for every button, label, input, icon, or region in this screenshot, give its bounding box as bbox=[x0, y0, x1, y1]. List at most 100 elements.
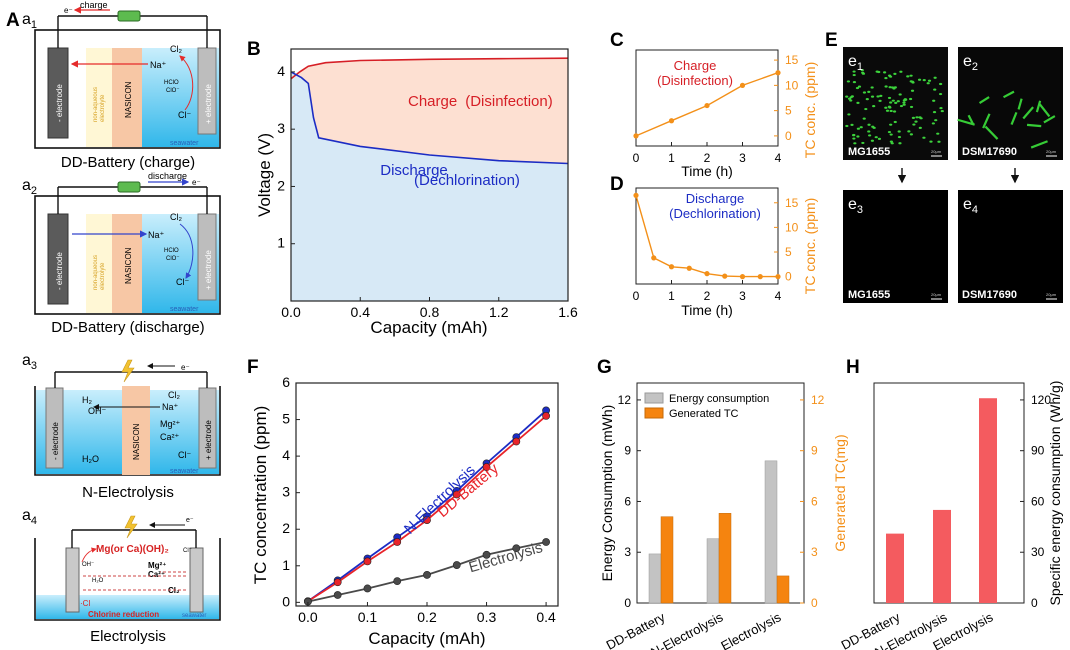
x-tick-label: 4 bbox=[775, 289, 782, 303]
svg-text:non-aqueous: non-aqueous bbox=[93, 255, 99, 290]
svg-text:HClO: HClO bbox=[164, 248, 179, 254]
bacteria-spot bbox=[885, 109, 890, 112]
bacteria-spot bbox=[940, 109, 944, 113]
y-tick-label: 3 bbox=[624, 545, 631, 559]
bacteria-spot bbox=[884, 85, 888, 88]
bacteria-spot bbox=[870, 139, 875, 142]
bacteria-spot bbox=[888, 86, 892, 89]
bacteria-spot bbox=[931, 122, 935, 125]
lightning-icon bbox=[121, 359, 135, 383]
bacteria-spot bbox=[856, 135, 860, 138]
svg-text:e⁻: e⁻ bbox=[192, 178, 201, 187]
svg-text:Mg²⁺: Mg²⁺ bbox=[160, 419, 180, 429]
svg-text:Cl₂: Cl₂ bbox=[170, 44, 182, 54]
f-point bbox=[482, 550, 491, 559]
data-point bbox=[757, 274, 763, 280]
bacteria-spot bbox=[852, 134, 856, 137]
bacteria-spot bbox=[856, 127, 860, 130]
bacteria-spot bbox=[936, 132, 940, 135]
g-bar-tc bbox=[718, 513, 732, 604]
bacteria-spot bbox=[933, 76, 937, 79]
y-tick-label: 0 bbox=[1031, 596, 1038, 610]
bacteria-spot bbox=[892, 87, 896, 90]
svg-text:e⁻: e⁻ bbox=[64, 6, 73, 15]
bacteria-rod bbox=[1038, 103, 1051, 118]
svg-text:OH⁻: OH⁻ bbox=[88, 406, 107, 416]
b-discharge-fill bbox=[291, 71, 568, 302]
data-point bbox=[668, 118, 675, 124]
e3-scale: 20μm bbox=[931, 292, 942, 297]
bacteria-spot bbox=[887, 105, 891, 108]
bacteria-spot bbox=[890, 142, 894, 145]
g-legend-tc: Generated TC bbox=[669, 408, 739, 420]
bacteria-spot bbox=[908, 97, 913, 101]
g-ylabel: Energy Consumption (mWh) bbox=[599, 405, 615, 582]
data-point bbox=[775, 70, 781, 76]
svg-text:+ electrode: + electrode bbox=[204, 84, 213, 124]
micrograph-grid: e1 e2 e3 e4 MG1655 DSM17690 MG1655 DSM17… bbox=[843, 47, 1063, 303]
svg-text:ClO⁻: ClO⁻ bbox=[166, 256, 180, 262]
y-tick-label: 10 bbox=[785, 78, 799, 92]
bacteria-spot bbox=[877, 70, 881, 74]
x-tick-label: 0.1 bbox=[358, 609, 378, 625]
bacteria-spot bbox=[918, 126, 922, 129]
svg-text:HClO: HClO bbox=[164, 80, 179, 86]
bacteria-rod bbox=[967, 114, 975, 125]
bacteria-spot bbox=[903, 98, 907, 101]
f-point bbox=[452, 561, 461, 569]
svg-text:- electrode: - electrode bbox=[55, 252, 64, 290]
a1-label: a1 bbox=[22, 11, 37, 31]
e2-scale: 20μm bbox=[1046, 149, 1057, 154]
bacteria-spot bbox=[906, 75, 910, 78]
x-tick-label: 0.8 bbox=[420, 304, 440, 320]
bacteria-spot bbox=[915, 116, 919, 119]
svg-text:e⁻: e⁻ bbox=[186, 517, 194, 524]
bacteria-spot bbox=[932, 110, 937, 114]
svg-text:seawater: seawater bbox=[170, 306, 199, 313]
bacteria-spot bbox=[918, 116, 922, 119]
bacteria-spot bbox=[867, 123, 871, 126]
panel-label-a: A bbox=[6, 10, 20, 31]
y-tick-label: 0 bbox=[624, 596, 631, 610]
y-tick-label: 0 bbox=[811, 596, 818, 610]
bacteria-spot bbox=[933, 88, 937, 91]
y-tick-label: 9 bbox=[811, 444, 818, 458]
x-tick-label: 0.4 bbox=[536, 609, 556, 625]
bacteria-spot bbox=[929, 140, 933, 143]
y-tick-label: 2 bbox=[277, 177, 285, 193]
chart-b: 0.0 0.4 0.8 1.2 1.6 1 2 3 4 Charge (Disinfection… bbox=[255, 48, 578, 337]
y-tick-label: 0 bbox=[785, 129, 792, 143]
data-point bbox=[722, 273, 728, 279]
bacteria-spot bbox=[857, 85, 862, 88]
bacteria-spot bbox=[912, 123, 916, 126]
bacteria-spot bbox=[877, 137, 882, 140]
bacteria-spot bbox=[846, 80, 851, 83]
f-point bbox=[393, 577, 402, 586]
bacteria-spot bbox=[872, 105, 876, 108]
e2-strain: DSM17690 bbox=[962, 146, 1017, 158]
micrograph-e3 bbox=[843, 190, 948, 303]
y-tick-label: 5 bbox=[785, 104, 792, 118]
h-bar bbox=[979, 398, 997, 603]
panel-label-d: D bbox=[610, 174, 624, 195]
bacteria-spot bbox=[891, 99, 895, 102]
schematic-a1: a1 charge e⁻ - electrode non-aqueous ele… bbox=[22, 0, 221, 171]
bacteria-spot bbox=[868, 134, 872, 137]
bacteria-spot bbox=[845, 124, 849, 128]
bacteria-spot bbox=[898, 93, 902, 96]
a3-caption: N-Electrolysis bbox=[82, 484, 174, 501]
f-point bbox=[423, 571, 431, 579]
x-tick-label: 0.3 bbox=[477, 609, 497, 625]
bacteria-spot bbox=[879, 94, 883, 98]
panel-label-f: F bbox=[247, 357, 259, 378]
bacteria-spot bbox=[902, 103, 906, 106]
g-bar-energy bbox=[706, 538, 720, 604]
svg-text:seawater: seawater bbox=[182, 613, 206, 619]
bacteria-spot bbox=[853, 142, 857, 145]
b-discharge-line bbox=[290, 71, 569, 165]
data-point bbox=[633, 133, 639, 139]
bacteria-spot bbox=[887, 74, 892, 77]
y-tick-label: 5 bbox=[282, 411, 290, 427]
f-point bbox=[333, 578, 342, 587]
bacteria-spot bbox=[902, 101, 906, 104]
